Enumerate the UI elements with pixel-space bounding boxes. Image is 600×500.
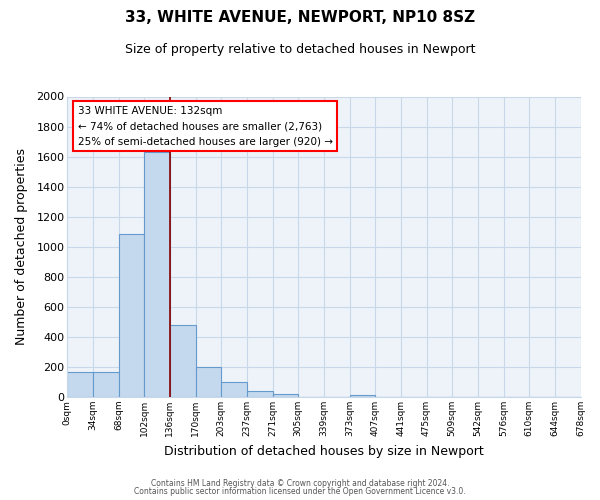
- Bar: [221, 382, 247, 397]
- Bar: [272, 394, 298, 397]
- Bar: [170, 325, 196, 397]
- Text: Size of property relative to detached houses in Newport: Size of property relative to detached ho…: [125, 42, 475, 56]
- Text: Contains public sector information licensed under the Open Government Licence v3: Contains public sector information licen…: [134, 487, 466, 496]
- Y-axis label: Number of detached properties: Number of detached properties: [15, 148, 28, 346]
- Bar: [350, 395, 375, 397]
- Bar: [247, 391, 272, 397]
- Bar: [196, 367, 221, 397]
- Text: 33, WHITE AVENUE, NEWPORT, NP10 8SZ: 33, WHITE AVENUE, NEWPORT, NP10 8SZ: [125, 10, 475, 25]
- Text: Contains HM Land Registry data © Crown copyright and database right 2024.: Contains HM Land Registry data © Crown c…: [151, 478, 449, 488]
- X-axis label: Distribution of detached houses by size in Newport: Distribution of detached houses by size …: [164, 444, 484, 458]
- Bar: [119, 234, 144, 397]
- Text: 33 WHITE AVENUE: 132sqm
← 74% of detached houses are smaller (2,763)
25% of semi: 33 WHITE AVENUE: 132sqm ← 74% of detache…: [77, 106, 332, 146]
- Bar: [67, 372, 93, 397]
- Bar: [93, 372, 119, 397]
- Bar: [144, 152, 170, 397]
